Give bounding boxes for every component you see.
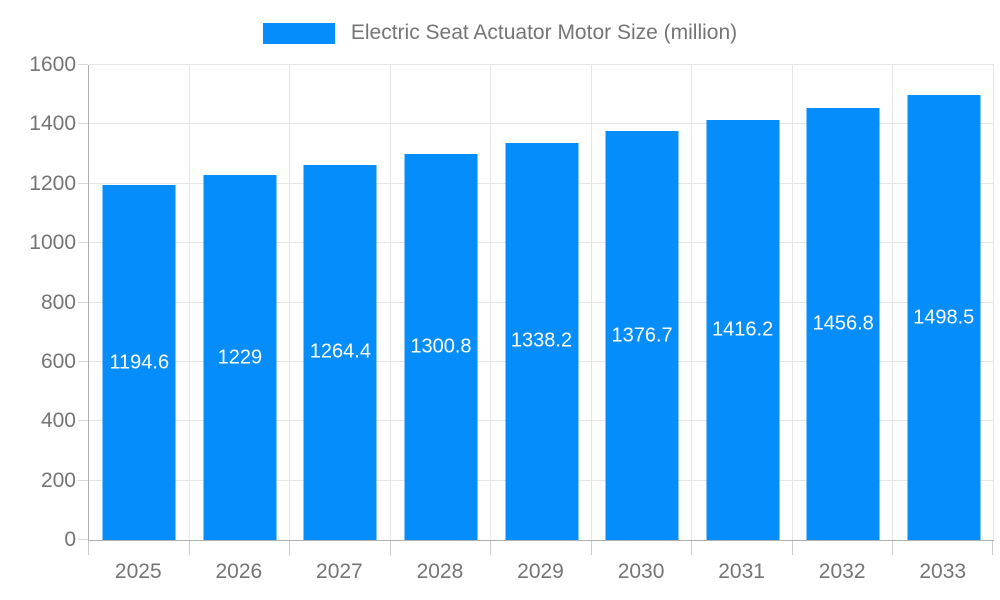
y-axis-tick [78, 64, 88, 65]
y-axis-label: 1400 [29, 112, 76, 136]
x-axis-label: 2033 [919, 560, 967, 583]
y-axis-tick [78, 123, 88, 125]
bar-slot: 1376.7 [605, 65, 679, 540]
gridline-vertical [490, 65, 492, 540]
x-axis-ticks [88, 541, 993, 555]
y-axis-tick [78, 479, 88, 481]
gridline-vertical [791, 65, 793, 540]
y-axis-label: 1200 [29, 171, 76, 195]
gridline-vertical [389, 65, 391, 540]
bar-value-label: 1376.7 [611, 324, 673, 347]
gridline-vertical [188, 65, 190, 540]
gridline-vertical [289, 65, 291, 540]
y-axis-label: 1000 [29, 231, 76, 255]
bar-value-label: 1194.6 [109, 351, 170, 374]
gridline-horizontal [89, 123, 994, 125]
y-axis-label: 0 [64, 528, 76, 551]
y-axis-tick [78, 301, 88, 303]
x-axis-tick [289, 541, 291, 555]
y-axis-tick [78, 182, 88, 184]
bar-slot: 1456.8 [806, 65, 880, 540]
gridline-vertical [590, 65, 592, 540]
x-axis-label: 2031 [718, 560, 765, 583]
bar-value-label: 1300.8 [410, 335, 472, 358]
bar-value-label: 1456.8 [812, 312, 874, 335]
gridline-vertical [691, 65, 693, 540]
y-axis-label: 600 [40, 349, 76, 373]
bar-2025[interactable]: 1194.6 [102, 185, 176, 540]
bar-value-label: 1416.2 [712, 318, 774, 341]
bar-2028[interactable]: 1300.8 [404, 153, 478, 540]
x-axis-tick [892, 541, 894, 555]
bar-slot: 1300.8 [404, 65, 478, 540]
x-axis-label: 2026 [215, 560, 263, 583]
x-axis-tick [188, 541, 190, 555]
x-axis-tick [791, 541, 793, 555]
legend-swatch [262, 22, 335, 44]
legend-label: Electric Seat Actuator Motor Size (milli… [350, 21, 738, 44]
x-axis-tick [490, 541, 492, 555]
x-axis-tick [88, 541, 89, 555]
x-axis: 2025 2026 2027 2028 2029 2030 2031 2032 2033 [88, 560, 993, 590]
x-axis-label: 2025 [114, 560, 162, 583]
x-axis-tick [691, 541, 693, 555]
bar-2027[interactable]: 1264.4 [303, 164, 377, 540]
bar-2031[interactable]: 1416.2 [706, 119, 780, 540]
x-axis-label: 2032 [818, 560, 866, 583]
x-axis-tick [590, 541, 592, 555]
x-axis-label: 2029 [517, 560, 564, 583]
bar-2032[interactable]: 1456.8 [806, 107, 880, 540]
bar-slot: 1194.6 [102, 65, 176, 540]
y-axis: 0 200 400 600 800 1000 1200 1400 1600 [0, 53, 76, 551]
x-axis-tick [992, 541, 993, 555]
bar-2030[interactable]: 1376.7 [605, 131, 679, 540]
x-axis-label: 2027 [316, 560, 363, 583]
bar-slot: 1229 [203, 65, 277, 540]
x-axis-label: 2028 [416, 560, 464, 583]
gridline-vertical [892, 65, 894, 540]
x-axis-tick [389, 541, 391, 555]
bar-2026[interactable]: 1229 [203, 175, 277, 540]
gridline-vertical [993, 65, 994, 540]
bar-value-label: 1264.4 [309, 340, 371, 363]
bar-value-label: 1229 [217, 346, 263, 369]
legend: Electric Seat Actuator Motor Size (milli… [0, 14, 1000, 52]
plot-area: 1194.6 1229 1264.4 1300.8 1338.2 1376.7 1416.2… [88, 64, 994, 541]
bar-2033[interactable]: 1498.5 [907, 95, 981, 540]
y-axis-label: 800 [40, 290, 76, 314]
x-axis-label: 2030 [617, 560, 665, 583]
y-axis-tick [78, 242, 88, 244]
bar-value-label: 1498.5 [913, 306, 975, 329]
y-axis-tick [78, 539, 88, 540]
y-axis-ticks [78, 64, 88, 540]
bar-slot: 1498.5 [907, 65, 981, 540]
legend-item[interactable]: Electric Seat Actuator Motor Size (milli… [262, 21, 738, 45]
y-axis-tick [78, 360, 88, 362]
y-axis-tick [78, 420, 88, 422]
bar-slot: 1416.2 [706, 65, 780, 540]
y-axis-label: 400 [40, 409, 76, 433]
bar-slot: 1338.2 [505, 65, 578, 540]
y-axis-label: 1600 [29, 53, 76, 76]
bar-2029[interactable]: 1338.2 [505, 142, 578, 540]
bar-slot: 1264.4 [303, 65, 377, 540]
y-axis-label: 200 [40, 468, 76, 492]
gridline-horizontal [89, 64, 994, 65]
bar-value-label: 1338.2 [510, 329, 573, 352]
